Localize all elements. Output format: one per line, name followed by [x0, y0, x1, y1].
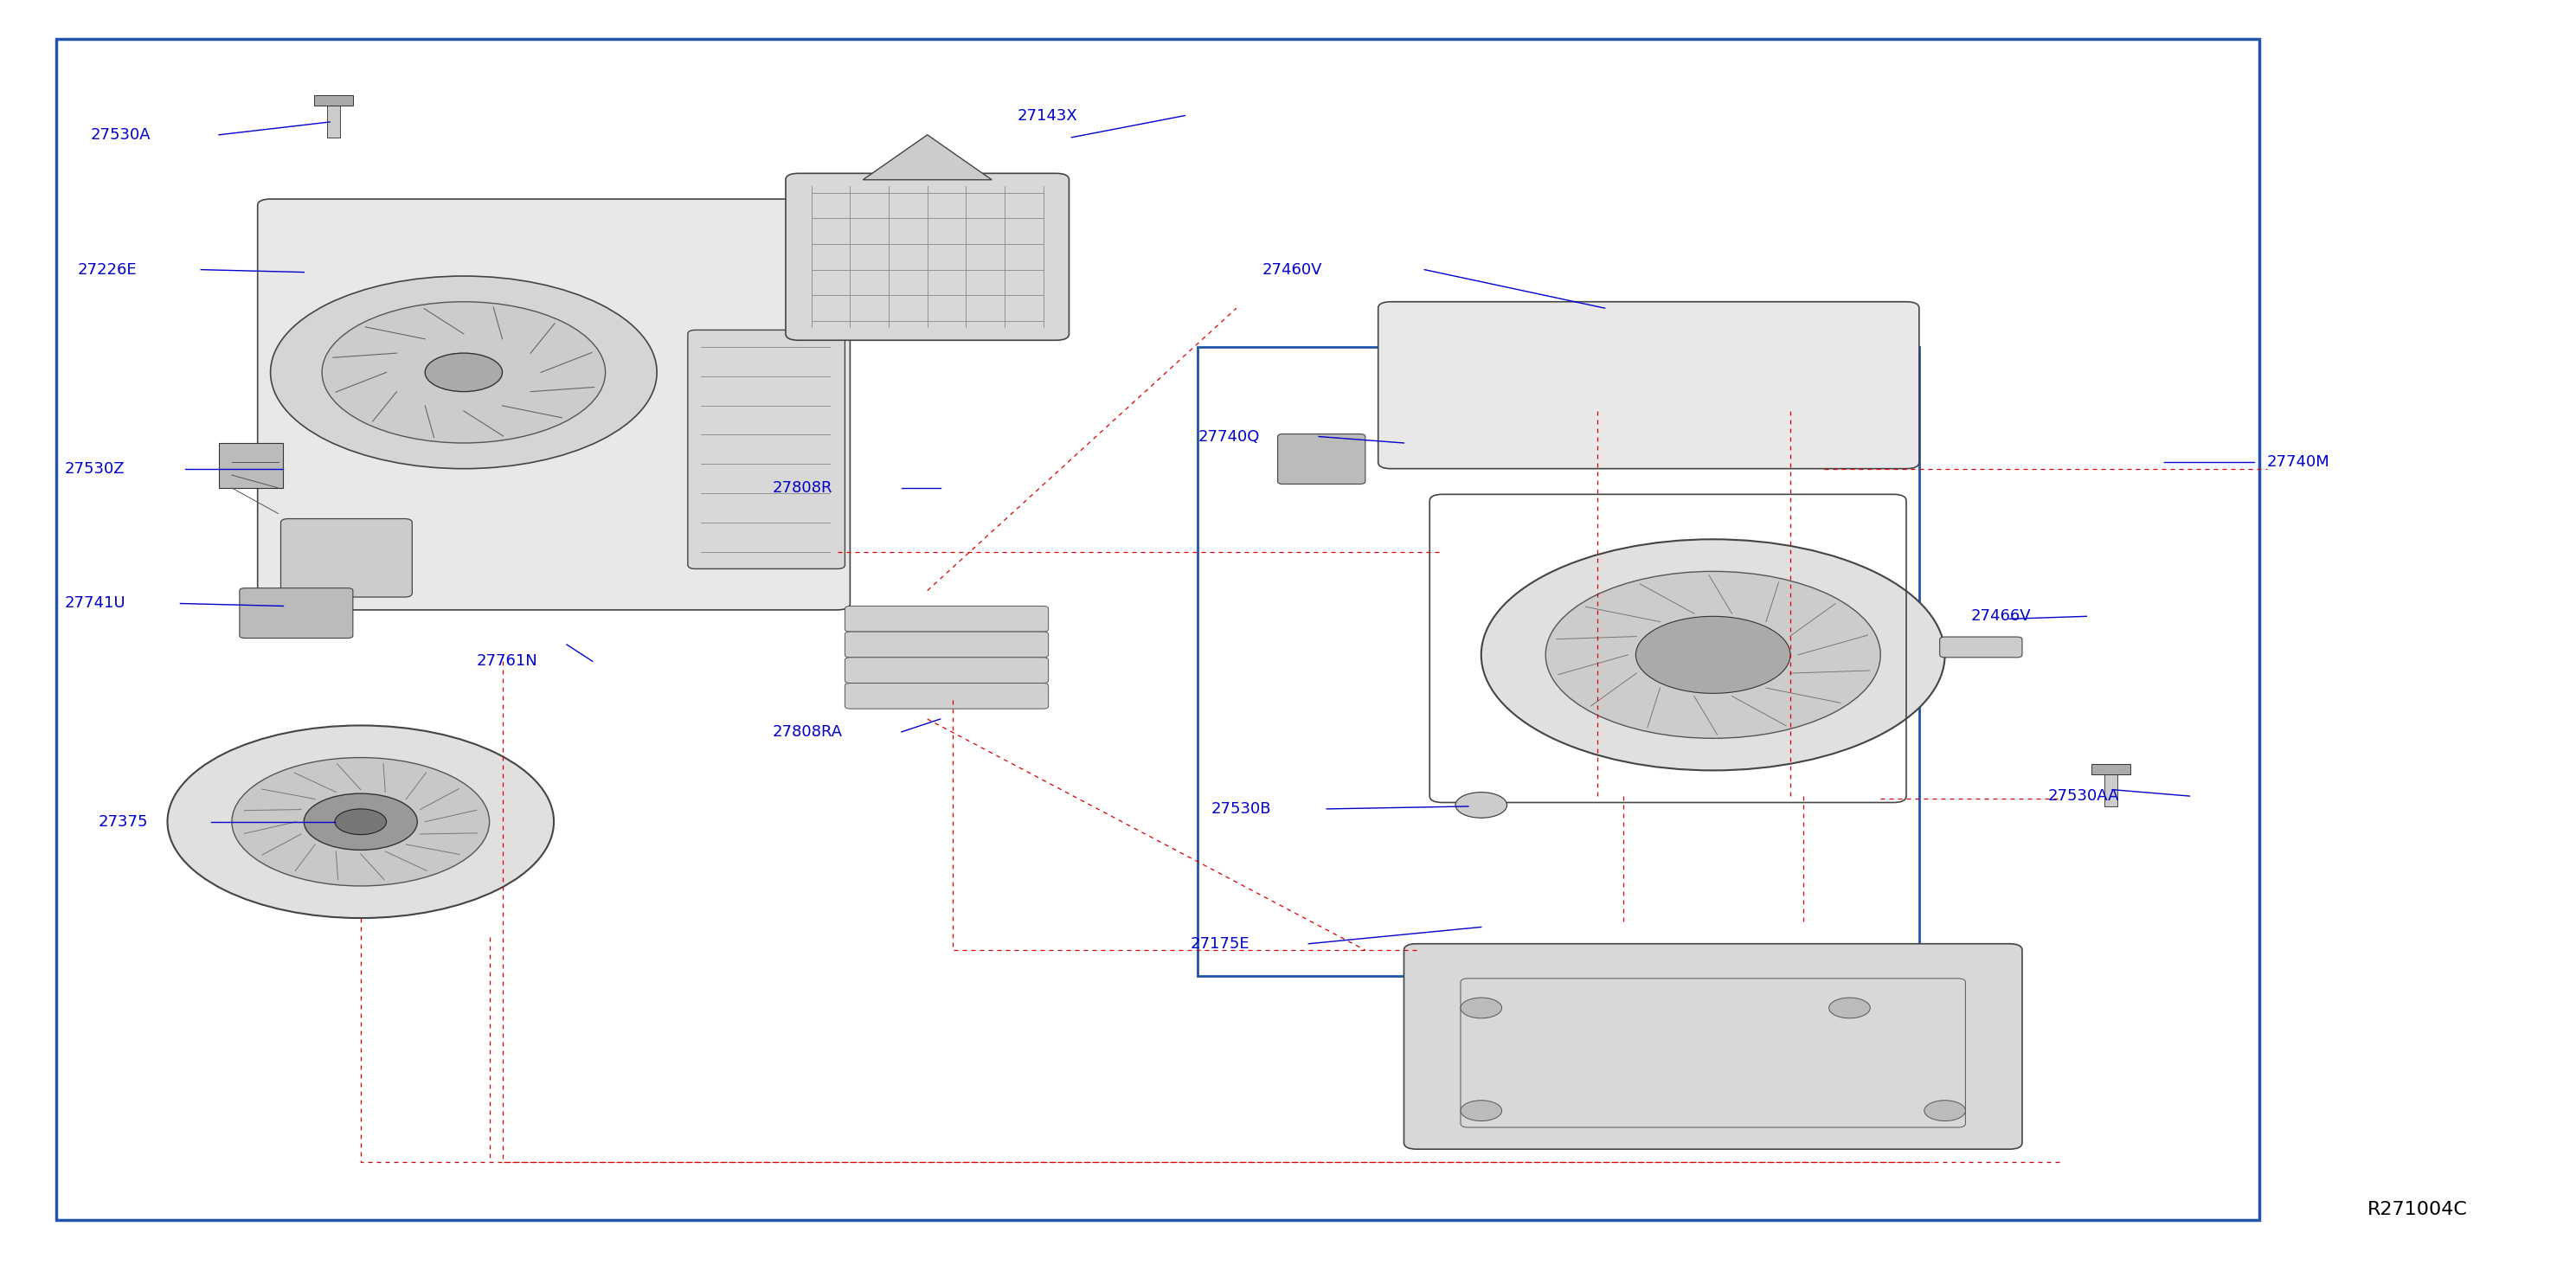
Text: 27143X: 27143X [1018, 108, 1077, 123]
Bar [2105, 774, 2117, 806]
Bar [57, 39, 2259, 1220]
Circle shape [1461, 1100, 1502, 1121]
Text: 27530A: 27530A [90, 127, 149, 143]
Bar [2092, 764, 2130, 774]
Text: 27530AA: 27530AA [2048, 788, 2120, 804]
FancyBboxPatch shape [258, 199, 850, 610]
Text: 27808R: 27808R [773, 480, 832, 496]
Circle shape [232, 758, 489, 886]
FancyBboxPatch shape [845, 657, 1048, 683]
Text: R271004C: R271004C [2367, 1201, 2468, 1219]
Text: 27530Z: 27530Z [64, 461, 124, 476]
Text: 27466V: 27466V [1971, 609, 2030, 624]
Bar [314, 95, 353, 105]
FancyBboxPatch shape [845, 606, 1048, 632]
Text: 27530B: 27530B [1211, 801, 1270, 817]
Circle shape [1461, 998, 1502, 1018]
FancyBboxPatch shape [240, 588, 353, 638]
Circle shape [270, 276, 657, 469]
Text: 27375: 27375 [98, 814, 147, 829]
FancyBboxPatch shape [1278, 434, 1365, 484]
FancyBboxPatch shape [845, 683, 1048, 709]
FancyBboxPatch shape [1378, 302, 1919, 469]
Polygon shape [863, 135, 992, 180]
Bar [219, 443, 283, 488]
Text: 27175E: 27175E [1190, 936, 1249, 951]
Bar [1198, 347, 1919, 976]
Bar [327, 105, 340, 137]
FancyBboxPatch shape [786, 173, 1069, 340]
FancyBboxPatch shape [845, 632, 1048, 657]
FancyBboxPatch shape [688, 330, 845, 569]
FancyBboxPatch shape [1404, 944, 2022, 1149]
Circle shape [167, 725, 554, 918]
Circle shape [304, 794, 417, 850]
Circle shape [425, 353, 502, 392]
Text: 27740M: 27740M [2267, 455, 2329, 470]
FancyBboxPatch shape [1940, 637, 2022, 657]
Text: 27740Q: 27740Q [1198, 429, 1260, 444]
Text: 27761N: 27761N [477, 654, 538, 669]
Text: 27808RA: 27808RA [773, 724, 842, 740]
Circle shape [1546, 571, 1880, 738]
Circle shape [1636, 616, 1790, 693]
Circle shape [322, 302, 605, 443]
Text: 27741U: 27741U [64, 596, 126, 611]
Text: 27226E: 27226E [77, 262, 137, 277]
Circle shape [1924, 1100, 1965, 1121]
Circle shape [1481, 539, 1945, 770]
Circle shape [335, 809, 386, 835]
Text: 27460V: 27460V [1262, 262, 1321, 277]
Circle shape [1455, 792, 1507, 818]
FancyBboxPatch shape [281, 519, 412, 597]
Circle shape [1829, 998, 1870, 1018]
